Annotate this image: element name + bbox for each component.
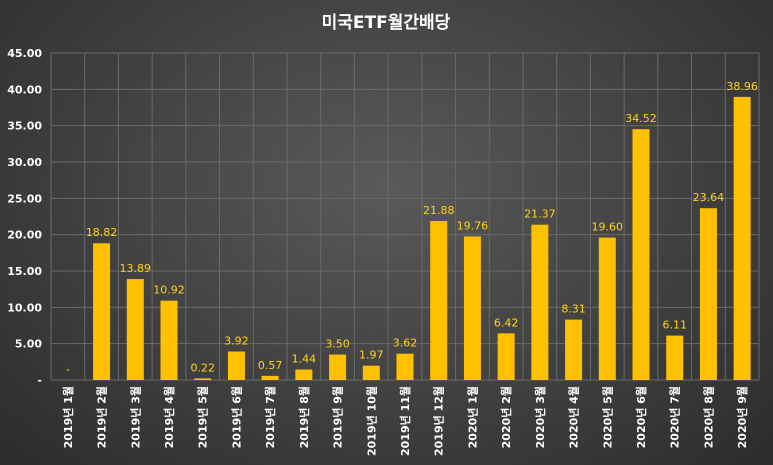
bar bbox=[733, 96, 751, 381]
data-label: 8.31 bbox=[561, 303, 586, 316]
bar bbox=[261, 375, 279, 380]
data-label: 0.22 bbox=[190, 361, 215, 374]
data-label: 0.57 bbox=[258, 359, 283, 372]
bar bbox=[227, 351, 245, 380]
x-tick-label: 2020년 1월 bbox=[465, 386, 479, 448]
bar bbox=[699, 208, 717, 380]
x-tick-label: 2020년 3월 bbox=[533, 386, 547, 448]
bar bbox=[497, 333, 515, 380]
x-tick-label: 2019년 12월 bbox=[432, 386, 446, 456]
data-label: 1.44 bbox=[292, 353, 317, 366]
data-label: 18.82 bbox=[86, 226, 118, 239]
y-tick-label: - bbox=[37, 374, 42, 387]
data-label: - bbox=[66, 363, 70, 376]
x-tick-label: 2019년 10월 bbox=[364, 386, 378, 456]
y-tick-label: 20.00 bbox=[7, 229, 42, 242]
bar bbox=[396, 353, 414, 380]
data-label: 13.89 bbox=[120, 262, 152, 275]
y-tick-label: 40.00 bbox=[7, 83, 42, 96]
bar bbox=[295, 369, 313, 380]
data-label: 19.60 bbox=[592, 221, 624, 234]
bar bbox=[632, 129, 650, 380]
x-tick-label: 2019년 5월 bbox=[196, 386, 210, 448]
bar bbox=[93, 243, 111, 380]
data-label: 6.42 bbox=[494, 316, 519, 329]
data-label: 10.92 bbox=[153, 284, 185, 297]
bar bbox=[329, 354, 347, 380]
y-tick-label: 15.00 bbox=[7, 265, 42, 278]
data-label: 3.50 bbox=[325, 338, 350, 351]
bar bbox=[430, 221, 448, 380]
x-tick-label: 2020년 4월 bbox=[567, 386, 581, 448]
bar bbox=[666, 335, 684, 380]
bar bbox=[126, 279, 144, 380]
y-tick-label: 30.00 bbox=[7, 156, 42, 169]
bar bbox=[598, 237, 616, 380]
x-tick-label: 2020년 5월 bbox=[600, 386, 614, 448]
data-label: 23.64 bbox=[693, 191, 725, 204]
bar bbox=[463, 236, 481, 380]
bar bbox=[194, 378, 212, 380]
x-tick-label: 2019년 2월 bbox=[95, 386, 109, 448]
x-tick-label: 2019년 7월 bbox=[263, 386, 277, 448]
x-tick-label: 2020년 9월 bbox=[735, 386, 749, 448]
chart-title: 미국ETF월간배당 bbox=[322, 13, 451, 33]
y-axis-ticks: - 5.00 10.00 15.00 20.00 25.00 30.00 35.00 40.00… bbox=[7, 47, 42, 387]
bar bbox=[531, 224, 549, 380]
bars bbox=[93, 96, 751, 381]
x-tick-label: 2019년 9월 bbox=[331, 386, 345, 448]
data-label: 1.97 bbox=[359, 349, 384, 362]
x-tick-label: 2019년 6월 bbox=[229, 386, 243, 448]
x-tick-label: 2019년 8월 bbox=[297, 386, 311, 448]
data-label: 6.11 bbox=[662, 319, 687, 332]
y-tick-label: 25.00 bbox=[7, 192, 42, 205]
data-label: 3.62 bbox=[393, 337, 418, 350]
data-label: 38.96 bbox=[726, 80, 758, 93]
x-tick-label: 2020년 7월 bbox=[668, 386, 682, 448]
y-tick-label: 45.00 bbox=[7, 47, 42, 60]
gridlines bbox=[50, 52, 760, 381]
data-label: 21.37 bbox=[524, 208, 556, 221]
data-label: 19.76 bbox=[457, 219, 489, 232]
y-tick-label: 5.00 bbox=[15, 338, 42, 351]
x-tick-label: 2019년 1월 bbox=[61, 386, 75, 448]
data-label: 3.92 bbox=[224, 335, 249, 348]
y-tick-label: 35.00 bbox=[7, 120, 42, 133]
x-tick-label: 2019년 3월 bbox=[128, 386, 142, 448]
x-axis-ticks: 2019년 1월 2019년 2월 2019년 3월 2019년 4월 2019년 5월… bbox=[61, 386, 749, 456]
x-tick-label: 2019년 11월 bbox=[398, 386, 412, 456]
bar bbox=[160, 300, 178, 380]
x-tick-label: 2020년 8월 bbox=[701, 386, 715, 448]
bar bbox=[362, 365, 380, 380]
y-tick-label: 10.00 bbox=[7, 301, 42, 314]
bar bbox=[565, 319, 583, 380]
x-tick-label: 2019년 4월 bbox=[162, 386, 176, 448]
data-label: 21.88 bbox=[423, 204, 455, 217]
x-tick-label: 2020년 6월 bbox=[634, 386, 648, 448]
x-tick-label: 2020년 2월 bbox=[499, 386, 513, 448]
data-label: 34.52 bbox=[625, 112, 657, 125]
